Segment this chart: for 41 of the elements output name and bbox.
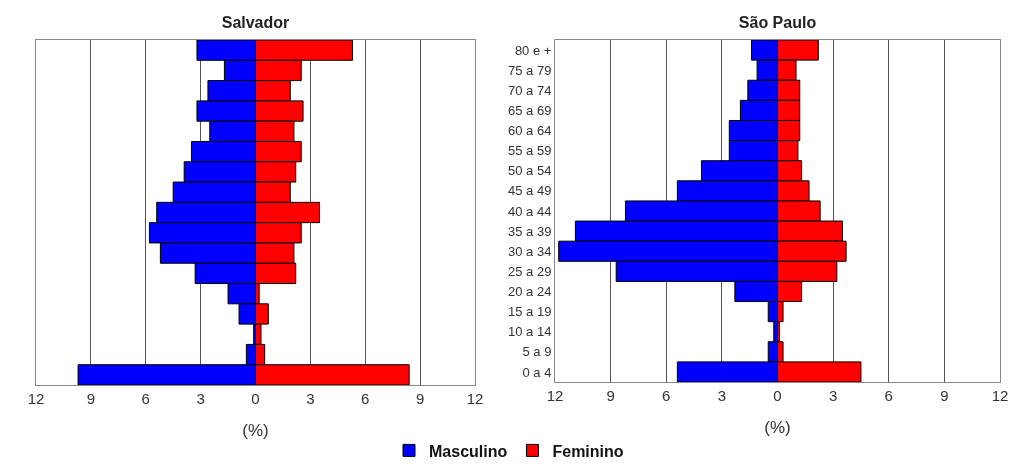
y-tick-label: 40 a 44 — [508, 203, 552, 219]
x-tick-label: 6 — [141, 390, 150, 407]
x-tick-label: 6 — [361, 390, 370, 407]
y-tick-label: 55 a 59 — [508, 143, 552, 159]
y-tick-label: 0 a 4 — [522, 364, 552, 380]
legend-label: Feminino — [552, 442, 624, 460]
y-tick-label: 70 a 74 — [508, 82, 552, 98]
x-axis-title: (%) — [764, 418, 791, 438]
x-tick-label: 3 — [717, 387, 727, 404]
x-tick-label: 0 — [773, 387, 782, 404]
x-tick-label: 3 — [828, 387, 838, 404]
x-tick-label: 12 — [546, 387, 564, 404]
x-tick-label: 3 — [196, 390, 205, 407]
chart-title: Salvador — [221, 13, 290, 31]
x-tick-label: 6 — [884, 387, 893, 404]
x-tick-label: 6 — [662, 387, 671, 404]
legend-label: Masculino — [429, 442, 508, 460]
x-tick-label: 12 — [991, 387, 1009, 404]
y-tick-label: 10 a 14 — [508, 324, 552, 340]
x-tick-label: 9 — [86, 390, 96, 407]
y-tick-label: 30 a 34 — [508, 243, 552, 259]
y-tick-label: 75 a 79 — [508, 62, 552, 78]
x-tick-label: 3 — [306, 390, 315, 407]
y-tick-label: 60 a 64 — [508, 123, 552, 139]
y-tick-label: 50 a 54 — [508, 163, 552, 179]
x-axis-title: (%) — [242, 421, 269, 441]
x-tick-label: 9 — [415, 390, 425, 407]
x-tick-label: 12 — [466, 390, 484, 407]
x-tick-label: 12 — [27, 390, 45, 407]
y-tick-label: 45 a 49 — [508, 183, 552, 199]
y-tick-label: 65 a 69 — [508, 102, 552, 118]
y-tick-label: 35 a 39 — [508, 223, 552, 239]
y-tick-label: 20 a 24 — [508, 284, 552, 300]
y-tick-label: 15 a 19 — [508, 304, 552, 320]
y-tick-label: 25 a 29 — [508, 263, 552, 279]
x-tick-label: 0 — [251, 390, 260, 407]
x-tick-label: 9 — [606, 387, 615, 404]
y-tick-label: 5 a 9 — [522, 344, 552, 360]
x-tick-label: 9 — [940, 387, 949, 404]
y-tick-label: 80 e + — [514, 42, 552, 58]
chart-title: São Paulo — [738, 13, 817, 31]
